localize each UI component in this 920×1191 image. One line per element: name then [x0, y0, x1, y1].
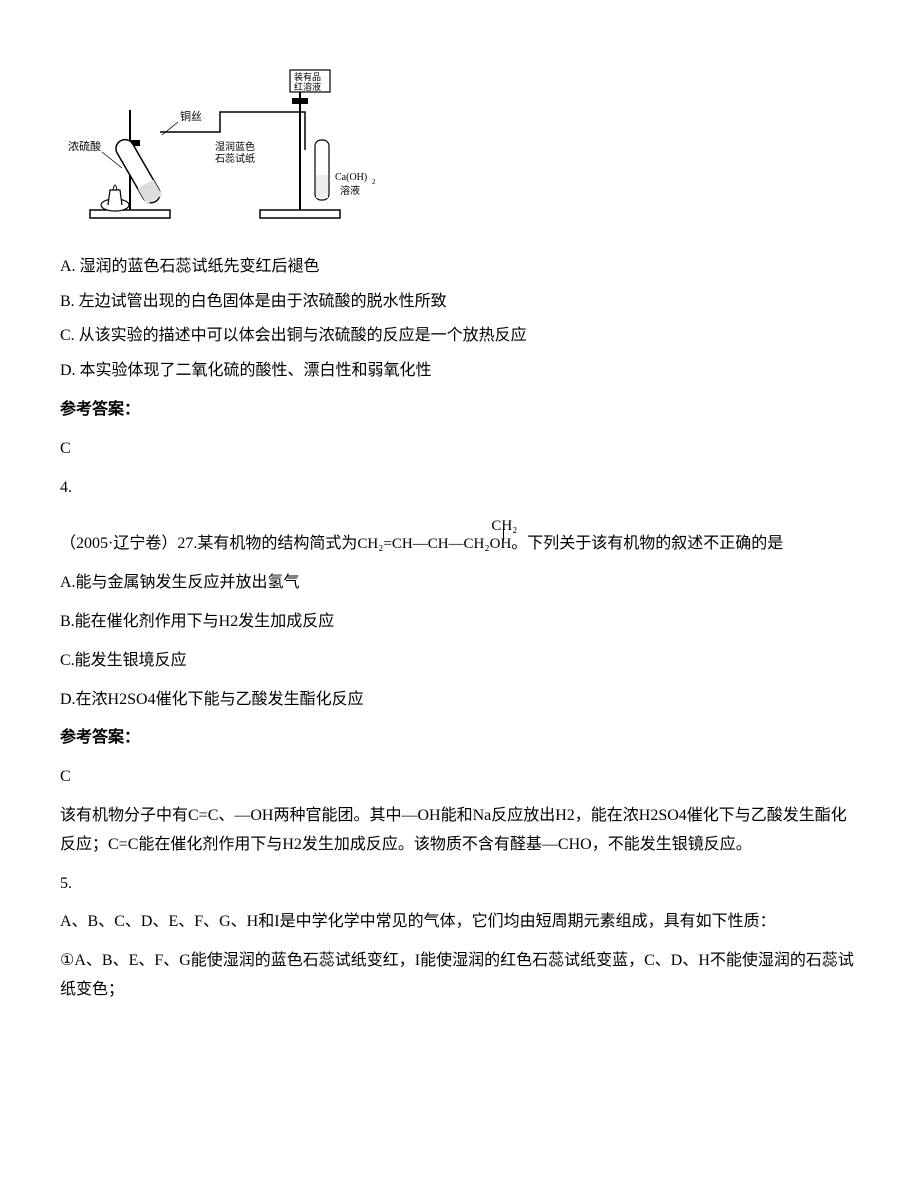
svg-text:红溶液: 红溶液	[294, 81, 321, 92]
svg-text:湿润蓝色: 湿润蓝色	[215, 140, 255, 153]
q4-option-b: B.能在催化剂作用下与H2发生加成反应	[60, 608, 860, 637]
q4-formula-bond	[503, 527, 504, 541]
svg-text:溶液: 溶液	[340, 184, 360, 197]
q4-formula: CH₂ CH₂=CH—CH—CH₂OH	[357, 531, 511, 558]
q3-option-a: A. 湿润的蓝色石蕊试纸先变红后褪色	[60, 253, 860, 282]
q4-explanation: 该有机物分子中有C=C、—OH两种官能团。其中—OH能和Na反应放出H2，能在浓…	[60, 802, 860, 860]
q4-option-c: C.能发生银境反应	[60, 647, 860, 676]
svg-text:装有品: 装有品	[294, 71, 321, 82]
q4-answer: C	[60, 763, 860, 792]
experiment-diagram: 铜丝 浓硫酸 湿润蓝色 石蕊试纸 装有品 红溶液 Ca(OH) 2 溶液	[60, 40, 860, 241]
svg-text:Ca(OH): Ca(OH)	[335, 172, 367, 183]
svg-text:2: 2	[372, 178, 376, 186]
svg-text:石蕊试纸: 石蕊试纸	[215, 152, 255, 165]
q3-option-d: D. 本实验体现了二氧化硫的酸性、漂白性和弱氧化性	[60, 357, 860, 386]
q4-option-d: D.在浓H2SO4催化下能与乙酸发生酯化反应	[60, 686, 860, 715]
q4-answer-label: 参考答案：	[60, 724, 860, 753]
q4-number: 4.	[60, 474, 860, 503]
q3-option-c: C. 从该实验的描述中可以体会出铜与浓硫酸的反应是一个放热反应	[60, 322, 860, 351]
q5-stem: A、B、C、D、E、F、G、H和I是中学化学中常见的气体，它们均由短周期元素组成…	[60, 908, 860, 937]
q4-formula-main: CH₂=CH—CH—CH₂OH	[357, 536, 511, 552]
q4-option-a: A.能与金属钠发生反应并放出氢气	[60, 569, 860, 598]
q4-stem-before: （2005·辽宁卷）27.某有机物的结构简式为	[60, 535, 357, 552]
q4-stem: （2005·辽宁卷）27.某有机物的结构简式为 CH₂ CH₂=CH—CH—CH…	[60, 530, 860, 559]
q3-answer-label: 参考答案：	[60, 396, 860, 425]
svg-text:铜丝: 铜丝	[180, 109, 202, 123]
q4-stem-after: 。下列关于该有机物的叙述不正确的是	[511, 535, 783, 552]
q3-option-b: B. 左边试管出现的白色固体是由于浓硫酸的脱水性所致	[60, 288, 860, 317]
q5-number: 5.	[60, 870, 860, 899]
q4-formula-top: CH₂	[491, 513, 517, 540]
q5-line1: ①A、B、E、F、G能使湿润的蓝色石蕊试纸变红，I能使湿润的红色石蕊试纸变蓝，C…	[60, 947, 860, 1005]
svg-text:浓硫酸: 浓硫酸	[68, 139, 101, 153]
q3-answer: C	[60, 435, 860, 464]
